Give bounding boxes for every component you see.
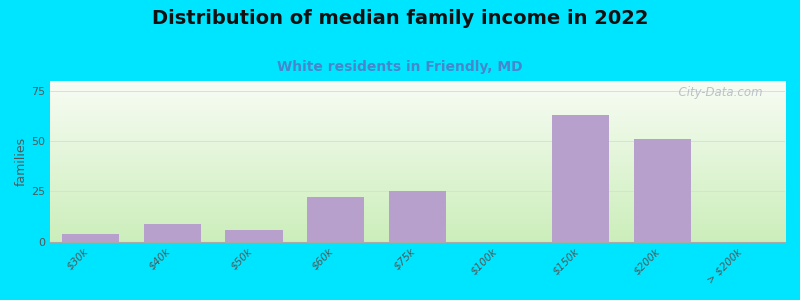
- Text: City-Data.com: City-Data.com: [671, 86, 763, 99]
- Text: White residents in Friendly, MD: White residents in Friendly, MD: [277, 60, 523, 74]
- Bar: [226, 230, 282, 242]
- Bar: [144, 224, 201, 242]
- Text: Distribution of median family income in 2022: Distribution of median family income in …: [152, 9, 648, 28]
- Bar: [552, 115, 610, 242]
- Bar: [307, 197, 364, 242]
- Bar: [62, 234, 119, 242]
- Y-axis label: families: families: [15, 137, 28, 186]
- Bar: [389, 191, 446, 242]
- Bar: [634, 139, 691, 242]
